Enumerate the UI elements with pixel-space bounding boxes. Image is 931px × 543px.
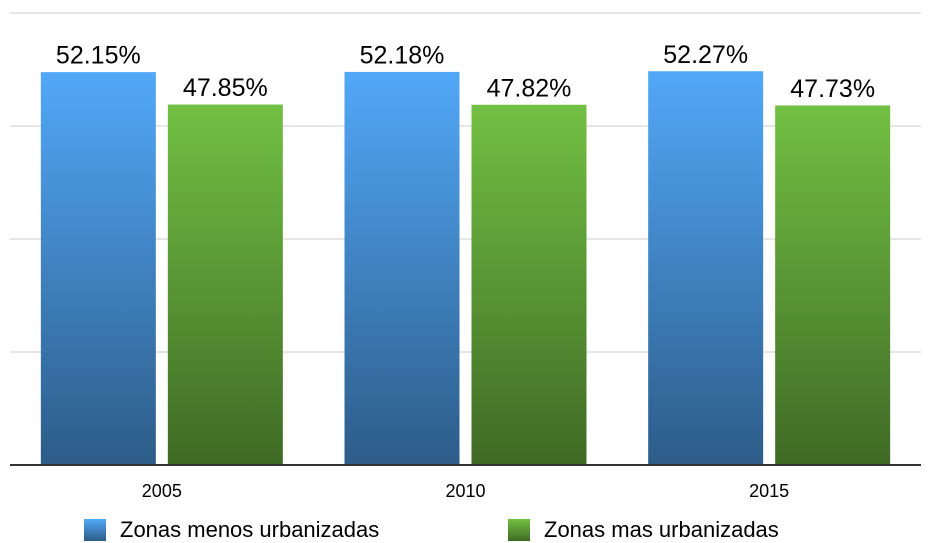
data-label: 52.18% (360, 42, 445, 70)
bar (40, 72, 156, 466)
bar (471, 104, 587, 466)
legend-swatch (84, 519, 106, 541)
x-tick-label: 2015 (749, 481, 789, 501)
legend-label: Zonas mas urbanizadas (544, 517, 779, 542)
bar (775, 105, 891, 466)
bar (344, 71, 460, 465)
legend-label: Zonas menos urbanizadas (120, 517, 379, 542)
data-label: 47.73% (790, 75, 875, 103)
bar (648, 71, 764, 465)
bar (167, 104, 283, 465)
data-label: 52.15% (56, 42, 141, 70)
x-tick-label: 2010 (445, 481, 485, 501)
data-label: 52.27% (663, 41, 748, 69)
data-label: 47.82% (487, 74, 572, 102)
x-tick-label: 2005 (142, 481, 182, 501)
data-label: 47.85% (183, 74, 268, 102)
legend-swatch (508, 519, 530, 541)
